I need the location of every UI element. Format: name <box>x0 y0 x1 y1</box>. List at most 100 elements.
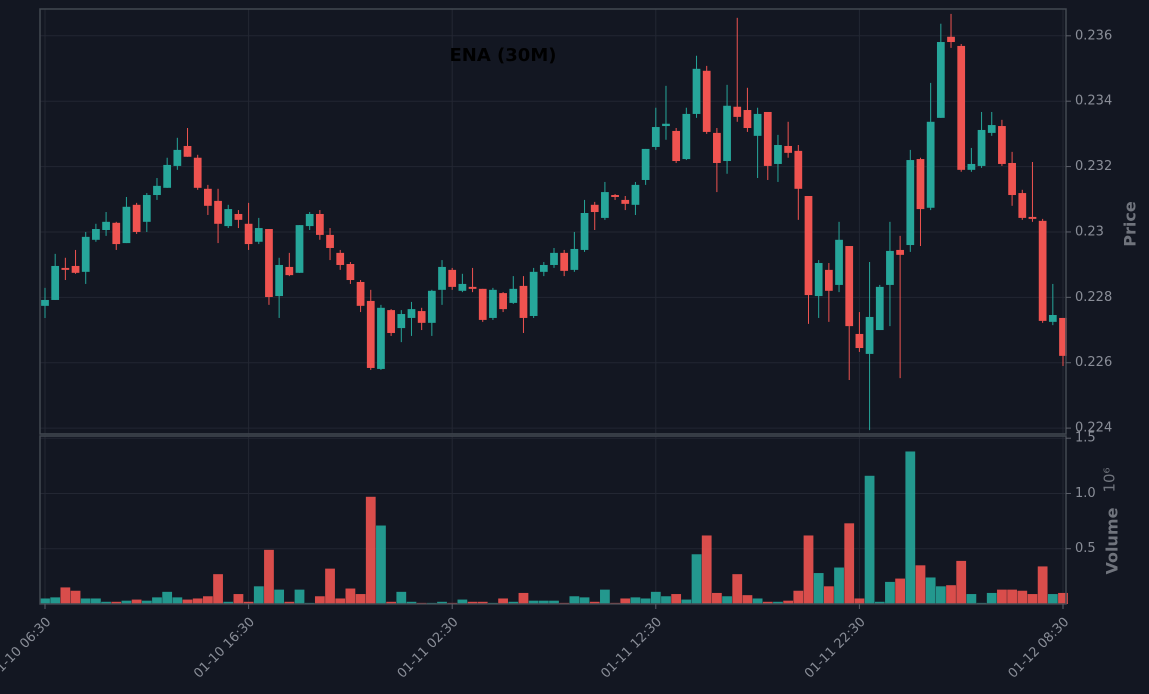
candle-body <box>489 289 497 318</box>
candle-body <box>346 264 355 281</box>
volume-bar <box>477 601 488 604</box>
y-tick-label: 0.23 <box>1075 224 1104 239</box>
volume-bar <box>233 594 244 604</box>
candle-body <box>631 184 640 205</box>
volume-bar <box>874 601 885 604</box>
candle-body <box>855 333 864 349</box>
volume-bar <box>467 601 478 604</box>
volume-bar <box>1017 590 1028 604</box>
marks <box>40 13 1068 604</box>
candle-body <box>417 311 426 323</box>
candle-body <box>92 229 100 240</box>
volume-bar <box>498 598 508 604</box>
volume-bar <box>40 598 50 604</box>
volume-offset-label: 10⁶ <box>1101 467 1119 492</box>
candle-body <box>224 209 233 227</box>
volume-bar <box>325 568 335 604</box>
volume-bar <box>864 475 875 604</box>
volume-bar <box>192 598 203 604</box>
candle-body <box>957 45 966 170</box>
volume-bar <box>732 574 743 604</box>
volume-bar <box>986 592 997 604</box>
candle-body <box>427 290 436 323</box>
candle-body <box>743 110 752 128</box>
volume-bar <box>131 599 142 604</box>
volume-bar <box>742 595 753 604</box>
candle-body <box>672 130 681 162</box>
volume-bar <box>274 589 285 604</box>
volume-bar <box>681 599 692 604</box>
candle-body <box>590 204 599 213</box>
volume-bar <box>966 594 977 604</box>
volume-bar <box>946 585 956 604</box>
volume-bar <box>997 589 1007 604</box>
volume-bar <box>1027 594 1038 604</box>
volume-bar <box>935 586 946 604</box>
candle-body <box>713 132 721 163</box>
volume-bar <box>640 598 651 604</box>
candle-body <box>886 250 894 285</box>
volume-bar <box>579 597 590 604</box>
candle-body <box>366 300 375 368</box>
volume-bar <box>854 598 865 604</box>
candle-body <box>936 42 945 118</box>
candle-body <box>926 121 935 208</box>
candle-body <box>824 269 833 291</box>
volume-bar <box>722 596 732 604</box>
candle-body <box>601 192 609 218</box>
candle-body <box>611 195 619 197</box>
volume-bar <box>253 586 264 604</box>
volume-bar <box>437 601 447 604</box>
candle-body <box>967 163 976 170</box>
price-axis-label: Price <box>1121 201 1140 247</box>
candle-body <box>977 129 986 166</box>
candle-body <box>916 159 925 210</box>
volume-bar <box>141 600 152 604</box>
volume-bar <box>70 590 81 604</box>
candle-body <box>81 236 90 272</box>
volume-bar <box>335 598 346 604</box>
candle-body <box>539 264 548 272</box>
y-tick-label: 0.224 <box>1075 421 1112 436</box>
candle-body <box>662 123 670 127</box>
candle-body <box>529 271 538 316</box>
volume-bar <box>202 596 213 604</box>
volume-bar <box>538 600 549 604</box>
candle-body <box>509 288 518 303</box>
volume-bar <box>1058 592 1068 604</box>
volume-bar <box>630 597 641 604</box>
volume-bar <box>50 597 61 604</box>
candle-body <box>865 316 874 354</box>
volume-bar <box>345 588 356 604</box>
candle-body <box>71 265 80 273</box>
volume-bar <box>620 598 631 604</box>
candle-body <box>814 263 823 297</box>
candle-body <box>784 145 793 153</box>
candle-body <box>702 70 711 132</box>
volume-bar <box>803 535 814 604</box>
candle-body <box>173 149 182 166</box>
candle-body <box>132 204 141 232</box>
candle-body <box>244 223 253 245</box>
volume-bar <box>1037 566 1048 604</box>
volume-bar <box>762 601 773 604</box>
y-tick-label: 0.234 <box>1075 94 1112 109</box>
candle-body <box>723 105 731 162</box>
candle-body <box>1008 162 1016 196</box>
candle-body <box>397 314 406 329</box>
candle-body <box>326 234 334 248</box>
candle-body <box>153 185 161 196</box>
candle-body <box>458 283 467 291</box>
candle-body <box>1059 317 1067 356</box>
volume-bar <box>406 601 417 604</box>
candle-body <box>947 36 955 43</box>
candle-body <box>519 285 528 318</box>
volume-bar <box>162 591 173 604</box>
volume-bar <box>823 586 834 604</box>
volume-bar <box>152 597 162 604</box>
volume-bar <box>711 592 722 604</box>
candle-body <box>265 229 273 298</box>
candle-body <box>550 252 558 265</box>
volume-bar <box>386 601 397 604</box>
